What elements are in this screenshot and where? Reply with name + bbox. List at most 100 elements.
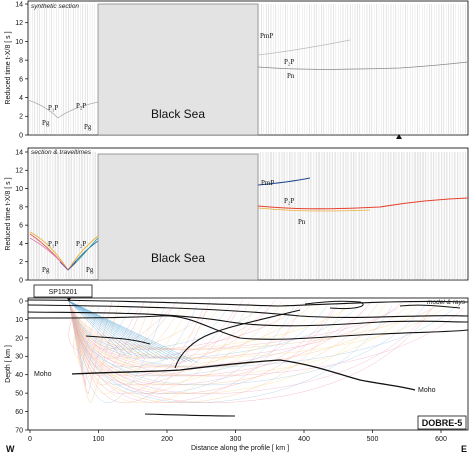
panel2-y-tick-label: 4 [19, 241, 23, 248]
panel1-traces [29, 4, 466, 135]
panel1-y-tick-label: 12 [15, 20, 23, 27]
panel2-pg-left-label: Pg [42, 266, 50, 274]
triangle-marker-icon [396, 134, 402, 139]
panel3-y-tick-label: 60 [15, 409, 23, 416]
ray-path [68, 300, 464, 377]
panel3-x-tick-label: 0 [28, 436, 32, 443]
panel2-pn-label: Pn [298, 218, 306, 226]
ray-path [68, 300, 159, 395]
ray-path [68, 300, 187, 362]
ray-path [68, 300, 425, 386]
panel1-p1p-label: P₁P [48, 104, 58, 112]
panel1-y-tick-label: 10 [15, 39, 23, 46]
ray-path [68, 300, 412, 368]
panel1-sea-label: Black Sea [151, 107, 205, 121]
ray-path [68, 300, 121, 356]
panel3-caption: model & rays [427, 299, 466, 306]
panel2-y-tick-label: 8 [19, 204, 23, 211]
panel2-pmp-label: PmP [261, 179, 274, 187]
ray-path [68, 299, 341, 395]
panel1-pn-label: Pn [287, 72, 295, 80]
panel3-x-tick-label: 500 [367, 436, 379, 443]
ray-path [68, 300, 399, 350]
panel1-y-tick-label: 2 [19, 114, 23, 121]
panel3-y-tick-label: 50 [15, 391, 23, 398]
traveltime-section-panel: Black Sea section & traveltimes P₁P P₂P … [5, 147, 469, 284]
ray-path [68, 300, 393, 403]
model-rays-panel: model & rays Moho Moho SP15201 DOBRE-5 0… [5, 284, 469, 454]
shotpoint-box [33, 284, 93, 298]
ray-path [68, 300, 181, 362]
pn-yellow-curve [257, 207, 371, 212]
panel2-y-tick-label: 6 [19, 223, 23, 230]
panel2-sea-gap [97, 153, 259, 281]
panel3-y-tick-label: 70 [15, 427, 23, 434]
model-layer-boundaries [27, 299, 469, 417]
panel2-y-axis: 0 2 4 6 8 10 12 14 [15, 149, 28, 284]
moho-right-label: Moho [418, 387, 436, 394]
ray-path [68, 300, 169, 360]
panel1-y-axis: 0 2 4 6 8 10 12 14 [15, 1, 28, 139]
synthetic-section-panel: Black Sea synthetic section P₁P P₂P Pg P… [5, 0, 469, 139]
ray-path [68, 300, 315, 359]
direction-west-label: W [6, 444, 15, 454]
ray-path [68, 300, 367, 368]
panel1-synthetic-curve-left [27, 99, 99, 119]
panel2-y-tick-label: 14 [15, 149, 23, 156]
left-pg-curve [29, 231, 69, 271]
panel2-caption: section & traveltimes [31, 149, 92, 156]
panel3-y-tick-label: 10 [15, 317, 23, 324]
ray-path [68, 300, 157, 359]
panel3-x-tick-label: 300 [230, 436, 242, 443]
panel3-y-tick-label: 40 [15, 372, 23, 379]
moho-left-label: Moho [34, 371, 52, 378]
left-pg-right-curve [67, 235, 99, 271]
panel3-y-tick-label: 0 [19, 298, 23, 305]
panel2-y-tick-label: 10 [15, 186, 23, 193]
ray-path [68, 300, 432, 395]
panel1-p2p-right-label: P₂P [284, 58, 294, 66]
ray-path [68, 300, 193, 363]
ray-path [68, 300, 139, 357]
panel2-p2p-right-label: P₂P [284, 197, 294, 205]
ray-path [68, 300, 151, 359]
ray-path [68, 300, 386, 395]
profile-label: DOBRE-5 [422, 418, 463, 428]
ray-path [68, 300, 175, 361]
panel2-p1p-label: P₁P [48, 240, 58, 248]
ray-path [68, 300, 256, 404]
ray-path [68, 300, 120, 404]
panel1-y-tick-label: 14 [15, 1, 23, 8]
panel3-x-tick-label: 600 [435, 436, 447, 443]
panel1-pg-left-label: Pg [42, 119, 50, 127]
ray-path [68, 300, 282, 377]
panel1-y-tick-label: 8 [19, 58, 23, 65]
panel1-caption: synthetic section [31, 3, 79, 10]
ray-path [68, 300, 199, 364]
direction-east-label: E [461, 444, 467, 454]
left-purple-curve [59, 261, 77, 271]
panel2-y-tick-label: 0 [19, 277, 23, 284]
panel3-y-axis: 0 10 20 30 40 50 60 70 [15, 298, 28, 434]
profile-box [417, 415, 467, 430]
ray-path [68, 299, 438, 403]
panel1-pg-right-label: Pg [84, 123, 92, 131]
ray-path [68, 300, 347, 403]
ray-path [68, 300, 145, 358]
panel1-y-tick-label: 0 [19, 132, 23, 139]
moho-boundary [71, 359, 416, 391]
panel1-y-tick-label: 4 [19, 95, 23, 102]
panel1-pn-curve [257, 61, 469, 70]
ray-path [68, 299, 243, 386]
panel2-traces [29, 152, 466, 280]
panel3-y-tick-label: 20 [15, 335, 23, 342]
ray-path [68, 300, 133, 357]
ray-path [68, 300, 185, 368]
panel2-y-tick-label: 2 [19, 259, 23, 266]
panel1-p2p-label: P₂P [76, 102, 86, 110]
panel3-x-label: Distance along the profile [ km ] [191, 445, 289, 452]
panel2-y-label: Reduced time t-X/8 [ s ] [5, 177, 12, 250]
panel2-pg-right-label: Pg [86, 266, 94, 274]
ray-path [68, 300, 360, 359]
